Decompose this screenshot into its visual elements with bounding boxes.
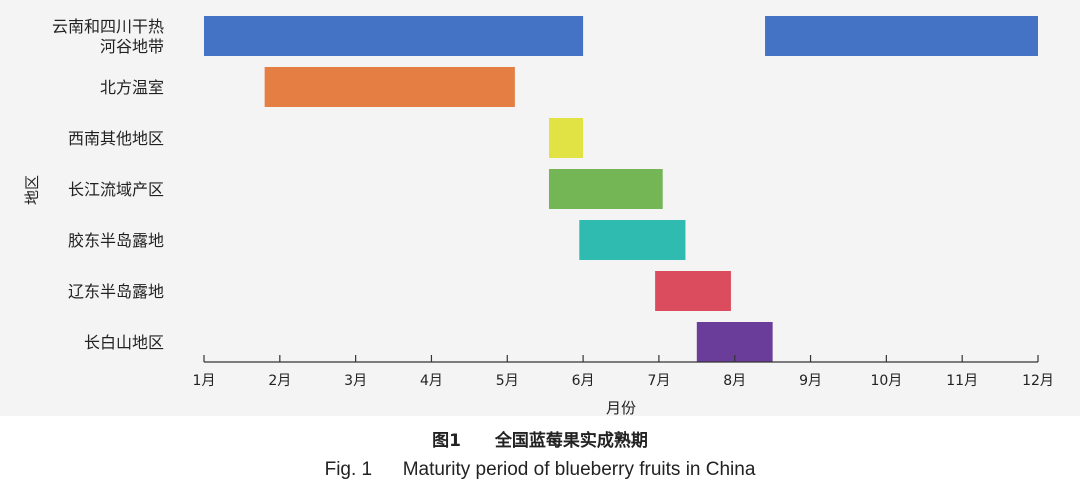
- bar-1-0: [264, 67, 515, 107]
- category-label: 长白山地区: [84, 333, 164, 352]
- category-label: 北方温室: [100, 78, 164, 97]
- x-tick-label: 4月: [420, 373, 443, 389]
- bar-4-0: [579, 220, 686, 260]
- y-axis-title: 地区: [23, 175, 41, 205]
- bar-2-0: [548, 118, 584, 158]
- x-tick-label: 3月: [344, 373, 367, 389]
- bar-3-0: [548, 169, 663, 209]
- x-tick-label: 12月: [1022, 373, 1054, 389]
- x-tick-label: 2月: [268, 373, 291, 389]
- x-tick-label: 5月: [496, 373, 519, 389]
- category-label: 胶东半岛露地: [68, 231, 164, 250]
- category-label: 云南和四川干热: [52, 17, 164, 36]
- caption-en-text: Maturity period of blueberry fruits in C…: [402, 459, 756, 480]
- gantt-chart: 云南和四川干热河谷地带北方温室西南其他地区长江流域产区胶东半岛露地辽东半岛露地长…: [23, 16, 1054, 416]
- x-axis-title: 月份: [606, 399, 636, 416]
- category-label: 河谷地带: [100, 37, 164, 56]
- bar-0-1: [765, 16, 1038, 56]
- caption-en-label: Fig. 1: [324, 459, 373, 480]
- x-tick-label: 6月: [572, 373, 595, 389]
- caption-cn-text: 全国蓝莓果实成熟期: [494, 431, 648, 451]
- category-label: 辽东半岛露地: [68, 282, 164, 301]
- x-tick-label: 1月: [193, 373, 216, 389]
- x-tick-label: 7月: [647, 373, 670, 389]
- x-tick-label: 8月: [723, 373, 746, 389]
- caption-cn-label: 图1: [432, 431, 461, 451]
- x-tick-label: 10月: [870, 373, 902, 389]
- caption-chinese: 图1 全国蓝莓果实成熟期: [0, 426, 1080, 451]
- x-tick-label: 9月: [799, 373, 822, 389]
- category-label: 西南其他地区: [68, 129, 164, 148]
- category-label: 长江流域产区: [68, 180, 164, 199]
- chart-panel: [0, 0, 1080, 416]
- bar-5-0: [655, 271, 731, 311]
- bar-0-0: [204, 16, 584, 56]
- x-tick-label: 11月: [946, 373, 978, 389]
- caption-english: Fig. 1 Maturity period of blueberry frui…: [0, 459, 1080, 481]
